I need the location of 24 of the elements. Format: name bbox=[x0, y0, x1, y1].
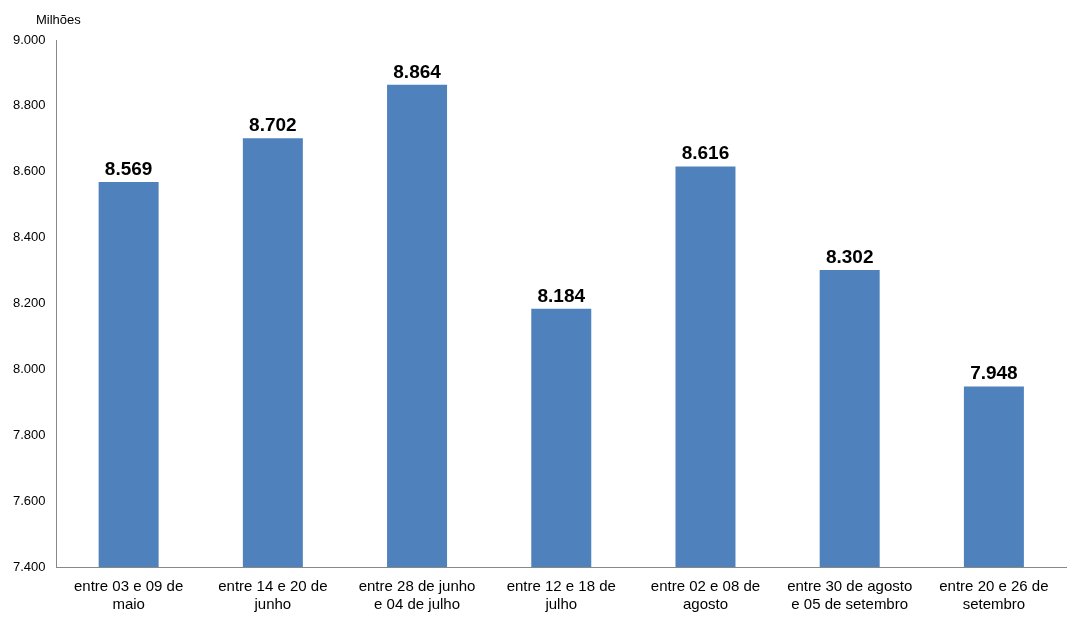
x-tick-label: entre 12 e 18 de julho bbox=[506, 577, 616, 613]
data-label: 8.569 bbox=[104, 157, 153, 179]
data-label: 8.302 bbox=[825, 245, 874, 267]
data-label: 8.702 bbox=[249, 113, 297, 135]
x-tick-label: entre 28 de junho e 04 de julho bbox=[358, 577, 476, 613]
x-tick-label: entre 14 e 20 de junho bbox=[218, 577, 328, 613]
y-tick-label: 7.600 bbox=[12, 492, 46, 508]
y-tick-label: 8.200 bbox=[12, 295, 46, 311]
x-tick-label: entre 30 de agosto e 05 de setembro bbox=[787, 577, 913, 613]
data-label: 8.184 bbox=[537, 284, 586, 306]
x-tick-label: entre 03 e 09 de maio bbox=[74, 577, 184, 613]
data-label: 8.864 bbox=[393, 60, 442, 82]
y-tick-label: 8.000 bbox=[12, 360, 46, 376]
y-tick-label: 7.400 bbox=[12, 558, 46, 574]
x-tick-label: entre 20 e 26 de setembro bbox=[939, 577, 1049, 613]
y-tick-label: 8.800 bbox=[12, 97, 46, 113]
data-label: 8.616 bbox=[681, 142, 730, 164]
y-tick-label: 8.600 bbox=[12, 163, 46, 179]
data-label: 7.948 bbox=[970, 362, 1018, 384]
y-tick-label: 9.000 bbox=[12, 31, 46, 47]
y-tick-label: 8.400 bbox=[12, 229, 46, 245]
y-axis-title: Milhões bbox=[36, 12, 81, 27]
x-tick-label: entre 02 e 08 de agosto bbox=[650, 577, 761, 613]
y-tick-label: 7.800 bbox=[12, 426, 46, 442]
